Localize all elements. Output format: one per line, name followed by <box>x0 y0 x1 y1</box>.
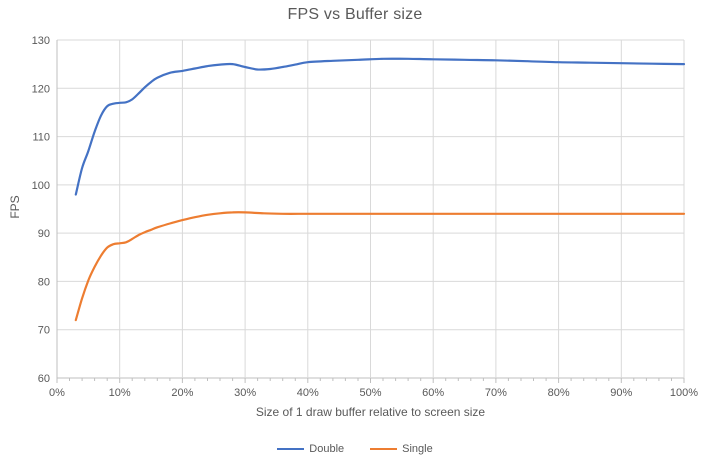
x-tick-label: 80% <box>548 387 570 399</box>
y-tick-label: 130 <box>32 35 50 47</box>
x-tick-label: 90% <box>610 387 632 399</box>
x-axis-title: Size of 1 draw buffer relative to screen… <box>255 405 486 419</box>
y-tick-label: 110 <box>32 132 50 144</box>
legend-item-double: Double <box>277 443 344 455</box>
legend-swatch-single-icon <box>370 448 398 450</box>
x-tick-label: 70% <box>485 387 507 399</box>
legend-swatch-double-icon <box>277 448 305 450</box>
y-tick-label: 70 <box>38 325 50 337</box>
y-tick-label: 90 <box>38 228 50 240</box>
x-tick-label: 50% <box>359 387 381 399</box>
y-axis-title: FPS <box>8 195 22 219</box>
x-tick-label: 30% <box>234 387 256 399</box>
y-tick-label: 80 <box>38 276 50 288</box>
x-tick-label: 10% <box>109 387 131 399</box>
y-tick-label: 100 <box>32 180 50 192</box>
series-line-double <box>74 57 686 196</box>
legend: Double Single <box>0 441 710 457</box>
legend-label-single: Single <box>402 443 433 455</box>
chart-title: FPS vs Buffer size <box>287 6 423 23</box>
x-tick-label: 20% <box>171 387 193 399</box>
x-tick-label: 100% <box>670 387 698 399</box>
series-line-single <box>74 211 686 322</box>
legend-item-single: Single <box>370 443 433 455</box>
legend-label-double: Double <box>309 443 345 455</box>
x-tick-label: 0% <box>49 387 65 399</box>
y-tick-label: 120 <box>32 83 50 95</box>
x-tick-label: 40% <box>297 387 319 399</box>
y-tick-label: 60 <box>38 373 50 385</box>
x-tick-label: 60% <box>422 387 444 399</box>
